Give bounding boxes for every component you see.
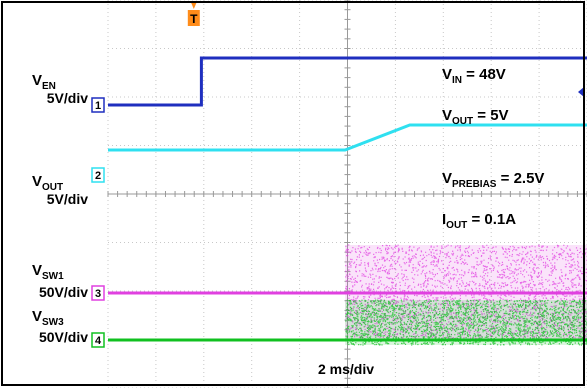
channel-number: 4 <box>95 335 102 347</box>
channel-label-sw1: VSW1 50V/div 3 <box>32 262 105 301</box>
channel-name: VEN <box>32 72 56 92</box>
traces: T <box>108 2 587 346</box>
channel-name: VSW1 <box>32 262 64 282</box>
channel-scale: 50V/div <box>39 329 88 345</box>
channel-scale: 5V/div <box>47 90 88 106</box>
channel-marker <box>91 285 105 301</box>
channel-number: 3 <box>95 288 101 300</box>
channel-number: 2 <box>95 170 101 182</box>
channel-name: VSW3 <box>32 308 64 328</box>
annotations: VIN = 48V VOUT = 5V VPREBIAS = 2.5V IOUT = … <box>318 66 544 377</box>
time-scale-label: 2 ms/div <box>318 361 374 377</box>
trigger-marker <box>187 10 200 26</box>
annotation: VOUT = 5V <box>442 107 509 127</box>
grid <box>107 0 587 388</box>
channel-number: 1 <box>95 100 101 112</box>
offset-marker <box>578 87 584 97</box>
annotation: VIN = 48V <box>442 66 506 86</box>
channel-marker <box>91 97 105 113</box>
annotation: IOUT = 0.1A <box>442 211 516 231</box>
channel-marker <box>91 167 105 183</box>
channel-marker <box>91 332 105 348</box>
trace-v-out <box>108 123 587 152</box>
annotation: VPREBIAS = 2.5V <box>442 170 544 190</box>
channel-name: VOUT <box>32 173 63 193</box>
switching-noise <box>345 299 587 346</box>
channel-scale: 5V/div <box>47 191 88 207</box>
trigger-text: T <box>190 12 198 26</box>
trace-v-en <box>108 56 587 107</box>
channel-scale: 50V/div <box>39 284 88 300</box>
trigger-arrow <box>190 2 197 9</box>
